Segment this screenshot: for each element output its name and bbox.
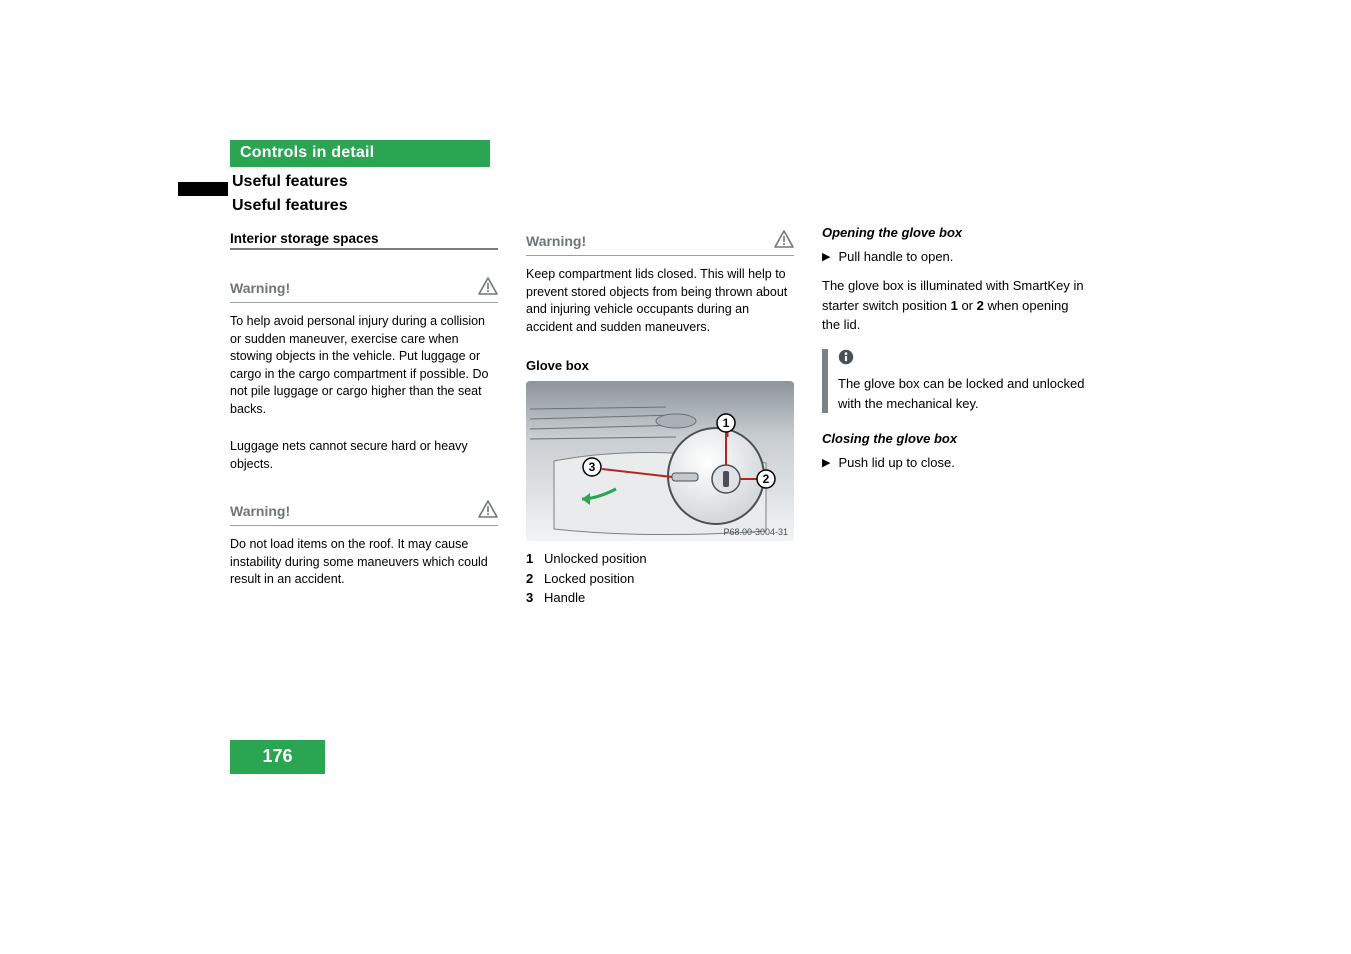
triangle-bullet-icon: ▶ bbox=[822, 454, 830, 471]
legend-item: 3 Handle bbox=[526, 588, 794, 608]
warning-title: Warning! bbox=[526, 233, 586, 249]
three-columns: Interior storage spaces Warning! To help… bbox=[230, 225, 1100, 611]
warning-header: Warning! bbox=[230, 272, 498, 303]
section-heading-1: Useful features bbox=[232, 173, 1100, 191]
warning-title: Warning! bbox=[230, 280, 290, 296]
warning-text: Do not load items on the roof. It may ca… bbox=[230, 526, 498, 589]
warning-text: Keep compartment lids closed. This will … bbox=[526, 256, 794, 336]
procedure-title: Opening the glove box bbox=[822, 225, 1090, 240]
glove-box-illustration: 1 2 3 bbox=[526, 381, 794, 541]
warning-block-3: Warning! Keep compartment lids closed. T… bbox=[526, 225, 794, 336]
legend-item: 2 Locked position bbox=[526, 569, 794, 589]
legend-text: Unlocked position bbox=[544, 549, 647, 569]
step-text: Push lid up to close. bbox=[838, 454, 954, 472]
glove-box-figure: 1 2 3 P68.00-3004-31 bbox=[526, 381, 794, 541]
note-bar bbox=[822, 349, 828, 414]
procedure-title: Closing the glove box bbox=[822, 431, 1090, 446]
column-1: Interior storage spaces Warning! To help… bbox=[230, 225, 498, 611]
step-text: Pull handle to open. bbox=[838, 248, 953, 266]
legend-num: 3 bbox=[526, 588, 538, 608]
warning-header: Warning! bbox=[230, 495, 498, 526]
subsection-title: Interior storage spaces bbox=[230, 231, 498, 246]
triangle-bullet-icon: ▶ bbox=[822, 248, 830, 265]
procedure-step: ▶ Push lid up to close. bbox=[822, 454, 1090, 472]
warning-icon bbox=[478, 500, 498, 521]
page-content: Controls in detail Useful features Usefu… bbox=[230, 140, 1100, 611]
svg-text:3: 3 bbox=[589, 460, 596, 474]
edge-tab bbox=[178, 182, 228, 196]
key-position: 2 bbox=[977, 298, 984, 313]
svg-text:2: 2 bbox=[763, 472, 770, 486]
figure-legend: 1 Unlocked position 2 Locked position 3 … bbox=[526, 549, 794, 608]
warning-block-2: Warning! Do not load items on the roof. … bbox=[230, 495, 498, 589]
legend-num: 1 bbox=[526, 549, 538, 569]
legend-num: 2 bbox=[526, 569, 538, 589]
page-number: 176 bbox=[230, 740, 325, 774]
topic-title: Glove box bbox=[526, 358, 794, 373]
subsection-rule bbox=[230, 248, 498, 250]
key-position: 1 bbox=[951, 298, 958, 313]
note-body: The glove box can be locked and un­locke… bbox=[838, 349, 1090, 414]
chapter-title: Controls in detail bbox=[230, 140, 490, 167]
column-2: Warning! Keep compartment lids closed. T… bbox=[526, 225, 794, 611]
warning-text: Luggage nets cannot secure hard or heavy… bbox=[230, 428, 498, 473]
section-heading-2: Useful features bbox=[232, 197, 1100, 215]
info-note: The glove box can be locked and un­locke… bbox=[822, 349, 1090, 414]
figure-caption: P68.00-3004-31 bbox=[723, 527, 788, 537]
info-icon bbox=[838, 349, 1090, 371]
procedure-step: ▶ Pull handle to open. bbox=[822, 248, 1090, 266]
warning-icon bbox=[478, 277, 498, 298]
body-paragraph: The glove box is illuminated with SmartK… bbox=[822, 276, 1090, 335]
svg-text:1: 1 bbox=[723, 416, 730, 430]
warning-header: Warning! bbox=[526, 225, 794, 256]
warning-text: To help avoid personal injury during a c… bbox=[230, 303, 498, 418]
legend-text: Handle bbox=[544, 588, 585, 608]
legend-text: Locked position bbox=[544, 569, 634, 589]
text-run: or bbox=[958, 298, 977, 313]
note-text: The glove box can be locked and un­locke… bbox=[838, 374, 1090, 413]
column-3: Opening the glove box ▶ Pull handle to o… bbox=[822, 225, 1090, 611]
warning-title: Warning! bbox=[230, 503, 290, 519]
warning-icon bbox=[774, 230, 794, 251]
warning-block-1: Warning! To help avoid personal injury d… bbox=[230, 272, 498, 473]
legend-item: 1 Unlocked position bbox=[526, 549, 794, 569]
